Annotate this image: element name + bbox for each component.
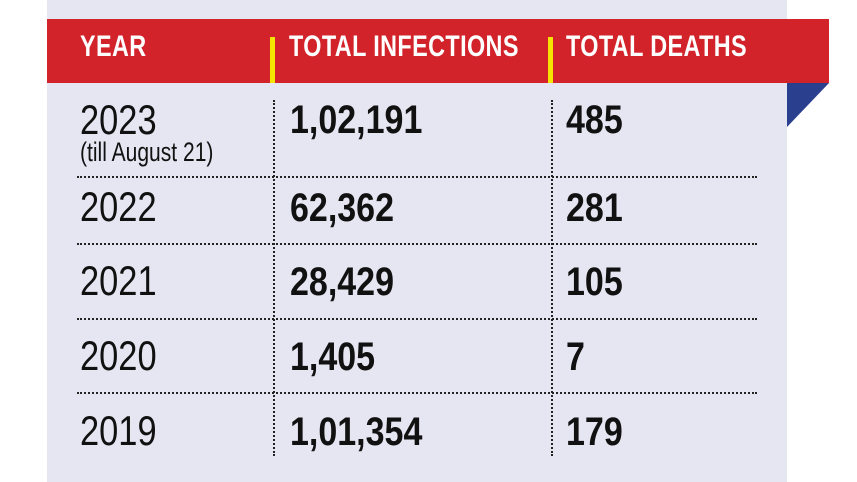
row-divider: [77, 176, 757, 178]
deaths-cell: 179: [566, 410, 623, 454]
deaths-cell: 7: [566, 335, 585, 379]
row-divider: [77, 392, 757, 394]
infections-cell: 62,362: [290, 186, 394, 230]
header-deaths: TOTAL DEATHS: [566, 30, 748, 63]
row-divider: [77, 243, 757, 245]
deaths-cell: 281: [566, 186, 623, 230]
column-divider: [273, 100, 275, 456]
year-cell: 2023: [80, 96, 157, 143]
header-separator: [548, 37, 553, 83]
year-cell: 2021: [80, 257, 157, 304]
year-cell: 2022: [80, 183, 157, 230]
column-divider: [551, 100, 553, 456]
row-divider: [77, 318, 757, 320]
ribbon-fold: [787, 83, 829, 127]
header-year: YEAR: [80, 30, 147, 63]
year-cell: 2019: [80, 407, 157, 454]
header-separator: [270, 37, 275, 83]
deaths-cell: 105: [566, 260, 623, 304]
table-header: [47, 19, 829, 83]
header-infections: TOTAL INFECTIONS: [289, 30, 519, 63]
infections-cell: 1,01,354: [290, 410, 423, 454]
year-note: (till August 21): [80, 137, 214, 167]
deaths-cell: 485: [566, 98, 623, 142]
infections-cell: 28,429: [290, 260, 394, 304]
year-cell: 2020: [80, 332, 157, 379]
infections-cell: 1,405: [290, 335, 376, 379]
infections-cell: 1,02,191: [290, 98, 423, 142]
